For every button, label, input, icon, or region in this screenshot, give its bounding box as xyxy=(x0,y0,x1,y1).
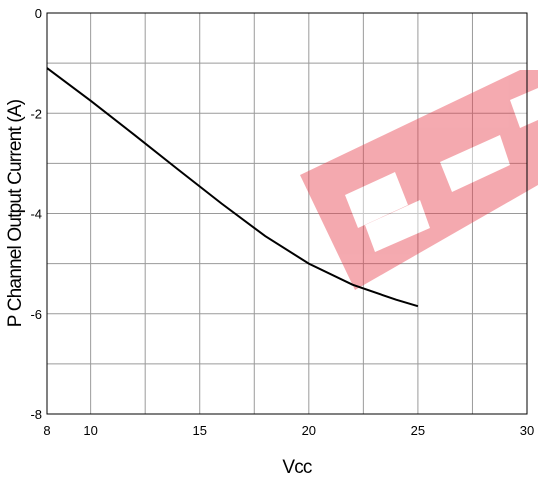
y-tick-label: -6 xyxy=(30,307,42,322)
x-tick-label: 10 xyxy=(83,423,97,438)
x-axis-title: Vcc xyxy=(282,457,312,478)
series-line xyxy=(46,67,419,308)
series-group xyxy=(46,67,419,308)
y-tick-labels: 0 -2 -4 -6 -8 xyxy=(30,6,42,422)
watermark-logo xyxy=(300,70,538,290)
plot-frame xyxy=(46,12,528,415)
y-tick-label: -2 xyxy=(30,106,42,121)
y-axis-title: P Channel Output Current (A) xyxy=(5,99,26,327)
y-tick-label: -8 xyxy=(30,407,42,422)
x-tick-label: 15 xyxy=(192,423,206,438)
x-tick-label: 30 xyxy=(520,423,534,438)
y-tick-label: 0 xyxy=(35,6,42,21)
x-tick-label: 25 xyxy=(411,423,425,438)
y-tick-label: -4 xyxy=(30,207,42,222)
x-tick-label: 8 xyxy=(43,423,50,438)
x-tick-label: 20 xyxy=(302,423,316,438)
x-tick-labels: 8 10 15 20 25 30 xyxy=(43,423,534,438)
